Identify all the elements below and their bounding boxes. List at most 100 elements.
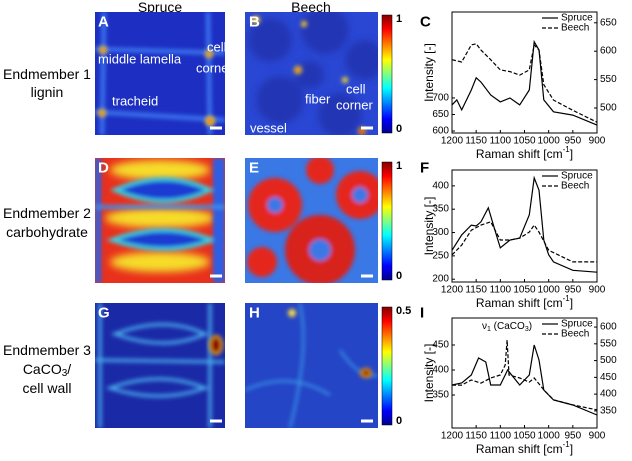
y2-tick-label: 550 xyxy=(600,74,617,85)
map-annotation: vessel xyxy=(250,121,287,136)
map-image xyxy=(95,158,225,283)
map-image xyxy=(245,158,378,283)
spectrum-line xyxy=(451,221,597,263)
x-tick-label: 1050 xyxy=(513,431,536,442)
x-tick-label: 1150 xyxy=(465,431,487,442)
map-image xyxy=(245,303,378,428)
y-tick-label: 600 xyxy=(432,126,449,137)
y2-tick-label: 350 xyxy=(600,405,617,416)
map-annotation: corner xyxy=(336,98,374,113)
x-axis-label: Raman shift [cm-1] xyxy=(476,145,573,162)
row-label-part: CaCO xyxy=(23,361,62,377)
x-tick-label: 900 xyxy=(589,285,606,296)
legend-label: Spruce xyxy=(561,319,593,330)
y2-tick-label: 500 xyxy=(600,103,617,114)
y-axis-label: Intensity [-] xyxy=(422,197,436,256)
subscript: 3 xyxy=(62,368,68,379)
superscript: -1 xyxy=(563,440,571,449)
legend-label: Beech xyxy=(561,329,589,340)
colorbar-tick-label: 1 xyxy=(396,13,402,25)
colorbar-tick-label: 0 xyxy=(396,270,402,282)
column-header: Beech xyxy=(291,0,331,15)
map-annotation: cell xyxy=(346,82,366,97)
row-label-part: / xyxy=(67,361,71,377)
x-axis-label-part: Raman shift [cm xyxy=(476,147,563,161)
y2-tick-label: 650 xyxy=(600,17,617,28)
row-label: Endmember 2 xyxy=(3,205,91,221)
legend-label: Spruce xyxy=(561,171,593,182)
annotation-part: 1 xyxy=(487,326,491,333)
y-tick-label: 400 xyxy=(432,180,449,191)
y-tick-label: 700 xyxy=(432,92,449,103)
colorbar-tick-label: 1 xyxy=(396,160,402,172)
x-tick-label: 1150 xyxy=(465,285,487,296)
y-tick-label: 450 xyxy=(432,340,449,351)
x-tick-label: 950 xyxy=(564,431,581,442)
annotation: ν1 (CaCO3) xyxy=(482,321,532,333)
row-label: carbohydrate xyxy=(6,224,88,240)
x-tick-label: 1150 xyxy=(465,136,487,147)
x-axis-label: Raman shift [cm-1] xyxy=(476,440,573,457)
y2-tick-label: 600 xyxy=(600,322,617,333)
x-tick-label: 900 xyxy=(589,136,606,147)
row-label: lignin xyxy=(31,84,64,100)
superscript: -1 xyxy=(563,145,571,154)
colorbar-tick-label: 0.5 xyxy=(396,305,411,317)
column-header: Spruce xyxy=(138,0,183,15)
x-axis-label-part: Raman shift [cm xyxy=(476,296,563,310)
y-tick-label: 300 xyxy=(432,227,449,238)
x-axis-label-part: ] xyxy=(570,296,573,310)
panel-letter: D xyxy=(98,160,109,177)
y2-tick-label: 500 xyxy=(600,355,617,366)
annotation-part: 3 xyxy=(525,326,529,333)
panel-letter: H xyxy=(249,305,260,322)
x-tick-label: 1000 xyxy=(538,285,561,296)
panel-letter: E xyxy=(249,160,259,177)
map-image xyxy=(245,12,378,135)
x-tick-label: 1050 xyxy=(513,136,536,147)
x-tick-label: 1100 xyxy=(490,431,512,442)
panel-letter: C xyxy=(420,14,431,31)
y-axis-label: Intensity [-] xyxy=(422,43,436,102)
annotation-part: (CaCO xyxy=(491,321,525,332)
map-image xyxy=(95,303,225,428)
x-axis-label-part: ] xyxy=(570,442,573,456)
x-tick-label: 950 xyxy=(564,285,581,296)
superscript: -1 xyxy=(563,294,571,303)
panel-letter: A xyxy=(98,14,109,31)
x-axis-label: Raman shift [cm-1] xyxy=(476,294,573,311)
x-axis-label-part: ] xyxy=(570,147,573,161)
map-annotation: cell xyxy=(207,40,227,55)
annotation-part: ) xyxy=(529,321,532,332)
colorbar-tick-label: 0 xyxy=(396,123,402,135)
y-tick-label: 350 xyxy=(432,390,449,401)
x-axis-label-part: Raman shift [cm xyxy=(476,442,563,456)
y2-tick-label: 450 xyxy=(600,372,617,383)
x-tick-label: 1200 xyxy=(441,285,464,296)
y-tick-label: 650 xyxy=(432,109,449,120)
y-axis-label: Intensity [-] xyxy=(422,344,436,403)
x-tick-label: 1100 xyxy=(490,285,512,296)
row-label: Endmember 3 xyxy=(3,342,91,358)
x-tick-label: 1200 xyxy=(441,136,464,147)
row-label: Endmember 1 xyxy=(3,66,91,82)
panel-letter: F xyxy=(420,160,429,177)
panel-letter: G xyxy=(98,305,110,322)
x-tick-label: 1200 xyxy=(441,431,464,442)
legend-label: Beech xyxy=(561,23,589,34)
map-image xyxy=(95,12,225,135)
annotation-part: ν xyxy=(482,321,487,332)
y2-tick-label: 400 xyxy=(600,389,617,400)
y-tick-label: 350 xyxy=(432,204,449,215)
spectrum-line xyxy=(451,39,598,126)
x-tick-label: 1000 xyxy=(538,431,561,442)
x-tick-label: 950 xyxy=(564,136,581,147)
legend-label: Beech xyxy=(561,181,589,192)
spectrum-line xyxy=(451,43,598,123)
colorbar xyxy=(381,14,393,134)
y2-tick-label: 550 xyxy=(600,338,617,349)
y-tick-label: 200 xyxy=(432,274,449,285)
y2-tick-label: 600 xyxy=(600,46,617,57)
map-annotation: fiber xyxy=(305,92,331,107)
